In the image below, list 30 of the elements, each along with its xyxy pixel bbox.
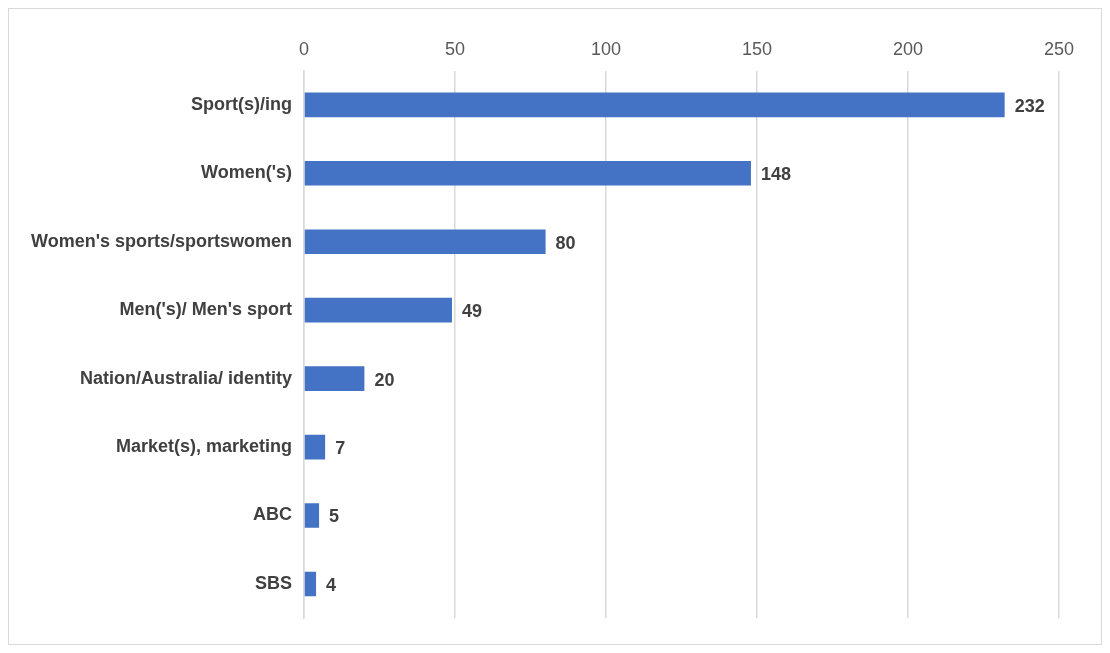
bar xyxy=(304,229,546,255)
y-tick-label: Women('s) xyxy=(201,162,292,183)
data-label: 49 xyxy=(461,301,482,322)
bar xyxy=(304,503,320,528)
bar xyxy=(304,92,1005,118)
x-tick-label: 0 xyxy=(298,38,309,59)
bar xyxy=(304,297,452,323)
data-label: 20 xyxy=(374,369,395,390)
y-tick-label: Market(s), marketing xyxy=(115,436,292,457)
bar xyxy=(304,366,365,391)
data-label: 4 xyxy=(326,574,337,595)
bar xyxy=(304,160,751,186)
x-tick-label: 50 xyxy=(444,38,466,59)
y-tick-label: Men('s)/ Men's sport xyxy=(119,299,292,320)
x-tick-label: 100 xyxy=(590,38,622,59)
bar xyxy=(304,571,317,597)
y-tick-label: ABC xyxy=(252,504,292,525)
y-tick-label: Women's sports/sportswomen xyxy=(30,230,292,251)
data-label: 232 xyxy=(1014,95,1045,116)
data-label: 5 xyxy=(329,506,340,527)
bar xyxy=(304,434,326,460)
x-tick-label: 200 xyxy=(892,38,924,59)
y-tick-label: Sport(s)/ing xyxy=(190,93,292,114)
data-label: 148 xyxy=(760,164,791,185)
data-label: 80 xyxy=(555,232,576,253)
y-tick-label: Nation/Australia/ identity xyxy=(79,367,292,388)
x-tick-label: 150 xyxy=(741,38,773,59)
y-tick-label: SBS xyxy=(254,572,292,593)
data-label: 7 xyxy=(335,438,346,459)
x-tick-label: 250 xyxy=(1043,38,1075,59)
